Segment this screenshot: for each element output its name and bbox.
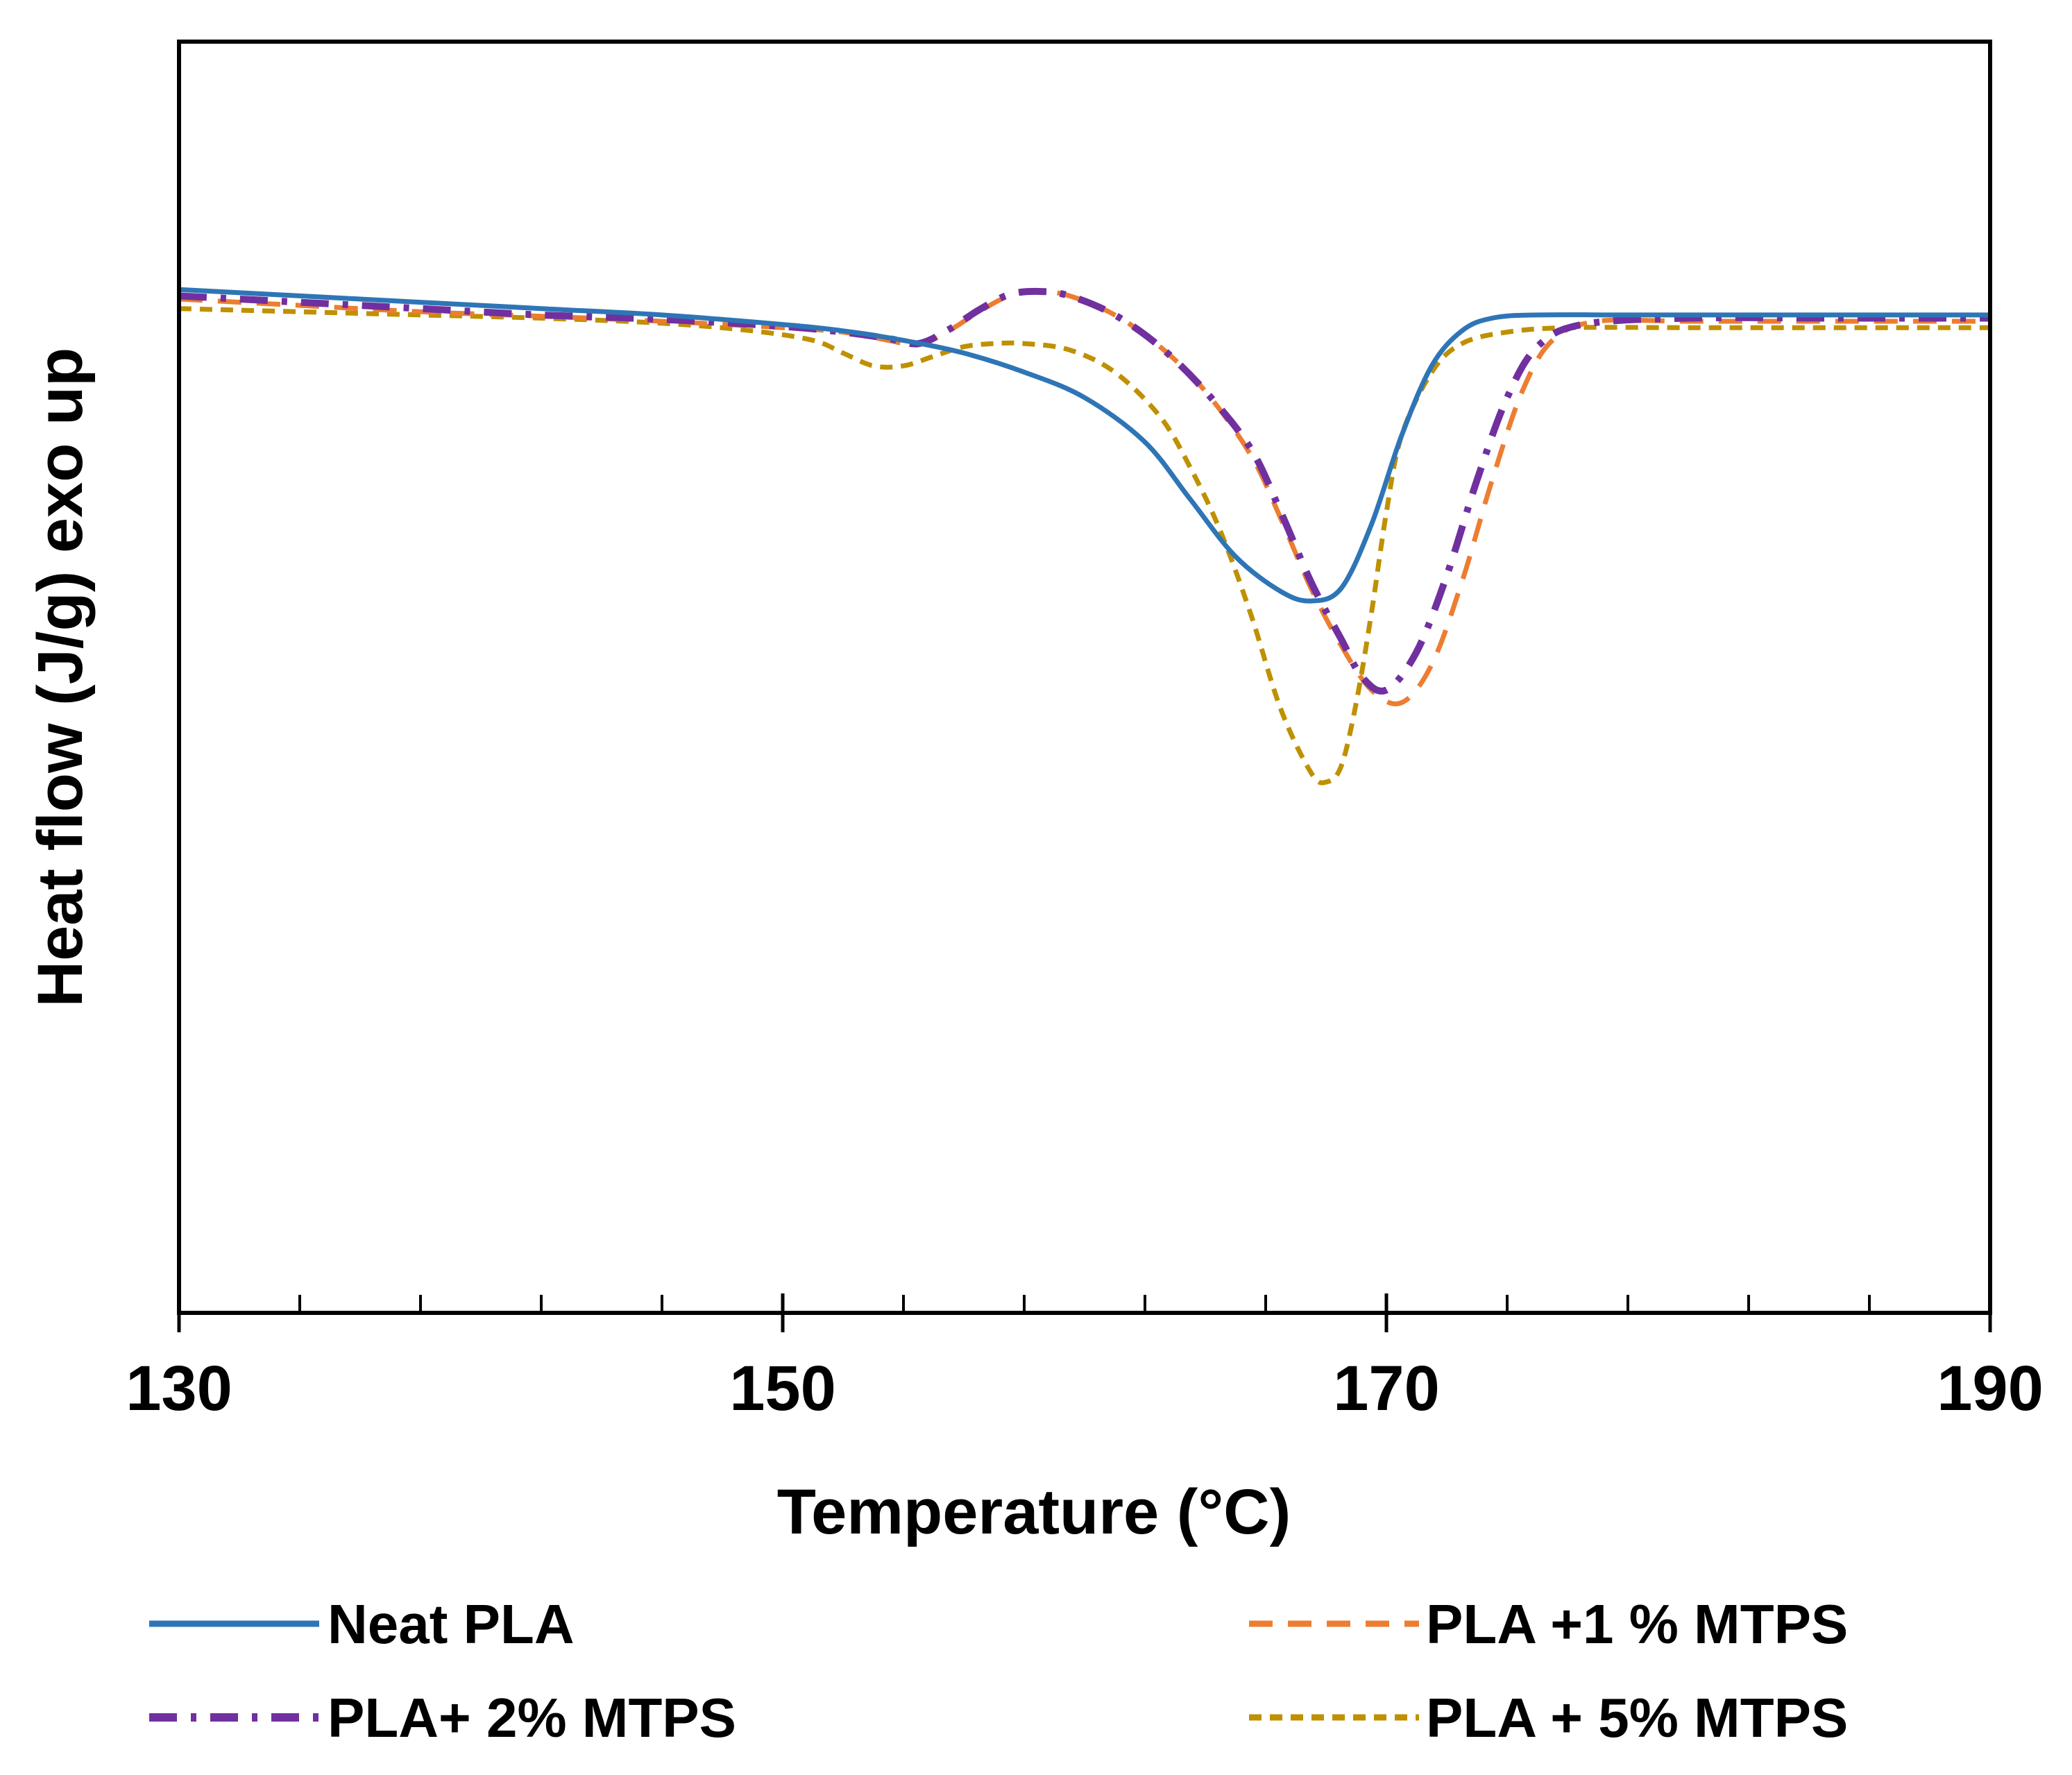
series-layer (178, 287, 1990, 785)
legend-label-pla-1-mtps: PLA +1 % MTPS (1426, 1593, 1848, 1655)
series-line-pla-5-mtps (178, 306, 1990, 785)
legend-label-pla-2-mtps: PLA+ 2% MTPS (328, 1687, 736, 1749)
plot-area-frame (177, 40, 1992, 1315)
legend-label-pla-5-mtps: PLA + 5% MTPS (1426, 1687, 1848, 1749)
y-axis-title: Heat flow (J/g) exo up (25, 348, 96, 1008)
series-line-pla-2-mtps (178, 287, 1990, 695)
legend-label-neat-pla: Neat PLA (328, 1593, 575, 1655)
x-axis-tick-labels: 130 150 170 190 (126, 1353, 2044, 1424)
series-line-neat-pla (178, 287, 1990, 604)
x-axis-title: Temperature (°C) (777, 1477, 1291, 1547)
x-tick-label: 150 (729, 1353, 836, 1424)
x-tick-label: 170 (1333, 1353, 1440, 1424)
legend: Neat PLA PLA +1 % MTPS PLA+ 2% MTPS PLA … (149, 1593, 1848, 1749)
x-tick-label: 190 (1937, 1353, 2044, 1424)
x-axis-ticks (177, 1293, 1992, 1332)
x-tick-label: 130 (126, 1353, 232, 1424)
